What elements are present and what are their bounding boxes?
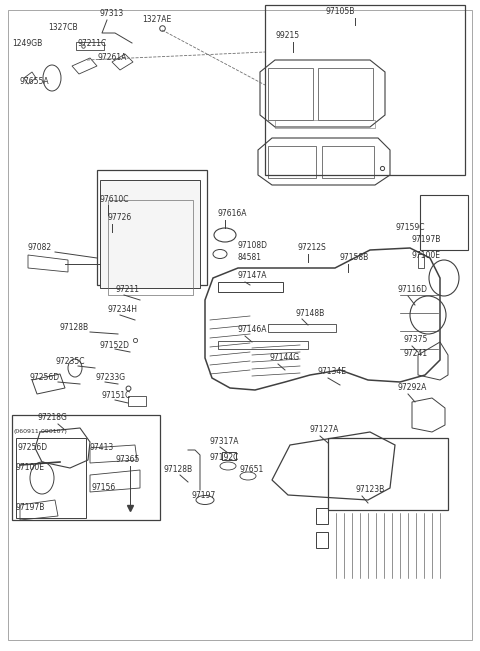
- Text: 99215: 99215: [275, 31, 299, 40]
- Text: 97152D: 97152D: [100, 340, 130, 350]
- Text: 97144G: 97144G: [270, 353, 300, 363]
- Bar: [12, 415, 160, 520]
- Bar: [328, 438, 448, 510]
- Text: 84581: 84581: [238, 253, 262, 262]
- Bar: [16, 438, 86, 518]
- Text: 97256D: 97256D: [30, 374, 60, 383]
- Text: 97375: 97375: [403, 335, 427, 344]
- Text: 97233G: 97233G: [95, 374, 125, 383]
- Bar: [97, 170, 207, 285]
- Bar: [316, 508, 328, 524]
- Text: 97116D: 97116D: [398, 286, 428, 294]
- Text: 97158B: 97158B: [340, 253, 369, 262]
- Bar: [275, 120, 375, 128]
- Text: 97292A: 97292A: [398, 383, 427, 393]
- Text: 97100E: 97100E: [412, 251, 441, 260]
- Text: 97127A: 97127A: [310, 426, 339, 434]
- Bar: [128, 396, 146, 406]
- Bar: [265, 5, 465, 175]
- Text: 97726: 97726: [108, 214, 132, 223]
- Text: 97413: 97413: [90, 443, 114, 452]
- Text: 97235C: 97235C: [55, 357, 84, 367]
- Text: 97313: 97313: [100, 8, 124, 18]
- Bar: [418, 254, 424, 268]
- Text: 97082: 97082: [28, 243, 52, 253]
- Bar: [76, 42, 104, 50]
- Text: 97610C: 97610C: [100, 195, 130, 204]
- Text: 97241: 97241: [403, 350, 427, 359]
- Text: 97197B: 97197B: [15, 503, 44, 512]
- Bar: [420, 195, 468, 250]
- Bar: [316, 532, 328, 548]
- Text: 97218G: 97218G: [38, 413, 68, 422]
- Text: 97256D: 97256D: [18, 443, 48, 452]
- Text: 97148B: 97148B: [295, 309, 324, 318]
- Text: 97151C: 97151C: [102, 391, 132, 400]
- Text: 97108D: 97108D: [238, 242, 268, 251]
- Text: 97159C: 97159C: [395, 223, 424, 232]
- Text: 97211: 97211: [116, 286, 140, 294]
- Text: 1249GB: 1249GB: [12, 38, 42, 48]
- Bar: [218, 282, 283, 292]
- Text: 97146A: 97146A: [238, 326, 267, 335]
- Text: 97105B: 97105B: [325, 8, 354, 16]
- Text: 97616A: 97616A: [218, 208, 248, 217]
- Bar: [108, 200, 193, 295]
- Bar: [268, 68, 313, 120]
- Text: 97212S: 97212S: [298, 243, 327, 253]
- Text: 97156: 97156: [92, 484, 116, 493]
- Text: 1327AE: 1327AE: [142, 16, 171, 25]
- Text: 97192C: 97192C: [210, 452, 240, 462]
- Text: 97100E: 97100E: [15, 464, 44, 473]
- Text: (060911-090107): (060911-090107): [14, 430, 68, 434]
- Bar: [222, 452, 236, 460]
- Text: 1327CB: 1327CB: [48, 23, 78, 33]
- Text: 97128B: 97128B: [60, 324, 89, 333]
- Text: 97234H: 97234H: [108, 305, 138, 314]
- Text: 97128B: 97128B: [163, 465, 192, 475]
- Bar: [218, 341, 308, 349]
- Text: 97123B: 97123B: [355, 486, 384, 495]
- Bar: [100, 180, 200, 288]
- Text: 97261A: 97261A: [98, 53, 127, 62]
- Text: 97365: 97365: [115, 456, 139, 465]
- Text: 97147A: 97147A: [238, 271, 267, 279]
- Bar: [318, 68, 373, 120]
- Bar: [268, 146, 316, 178]
- Text: 97134E: 97134E: [318, 368, 347, 376]
- Text: 97211C: 97211C: [78, 38, 107, 48]
- Text: 97651: 97651: [240, 465, 264, 475]
- Text: 97197B: 97197B: [412, 236, 442, 245]
- Text: 97655A: 97655A: [20, 77, 49, 87]
- Text: 97197: 97197: [192, 490, 216, 499]
- Bar: [322, 146, 374, 178]
- Text: 97317A: 97317A: [210, 437, 240, 447]
- Bar: [268, 324, 336, 332]
